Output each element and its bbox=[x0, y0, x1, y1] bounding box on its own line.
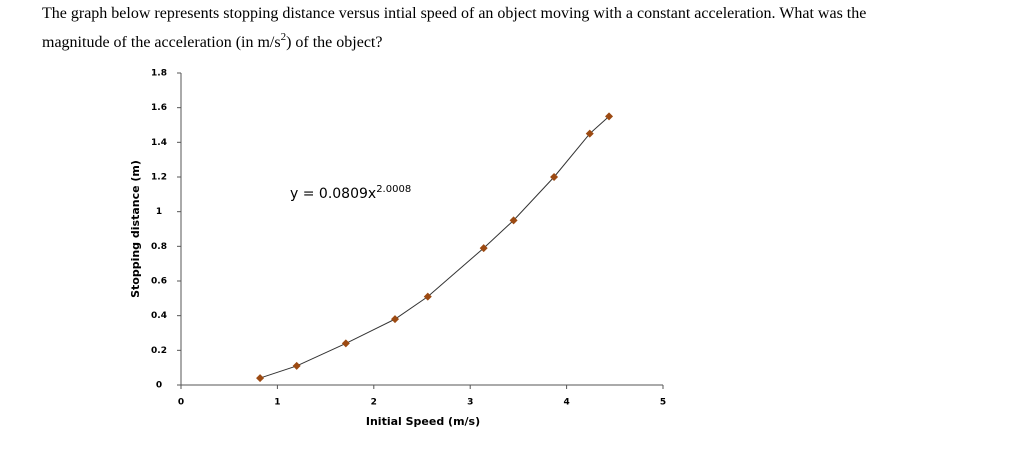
question-text: magnitude of the acceleration (in m/s bbox=[42, 34, 281, 51]
equation-text: y = 0.0809x bbox=[290, 186, 376, 202]
data-point bbox=[391, 315, 400, 324]
y-tick-label: 0.6 bbox=[151, 277, 167, 287]
question-text: ) of the object? bbox=[286, 34, 382, 51]
y-axis-label: Stopping distance (m) bbox=[129, 160, 142, 298]
x-tick-label: 3 bbox=[467, 398, 473, 408]
data-point bbox=[585, 129, 594, 138]
x-tick-label: 5 bbox=[660, 398, 666, 408]
x-tick-label: 2 bbox=[371, 398, 377, 408]
x-tick-label: 4 bbox=[563, 398, 569, 408]
data-point bbox=[479, 244, 488, 253]
question-line-1: The graph below represents stopping dist… bbox=[42, 5, 866, 22]
data-point bbox=[292, 361, 301, 370]
y-tick-label: 0.8 bbox=[151, 242, 167, 252]
x-tick-label: 1 bbox=[274, 398, 280, 408]
data-point bbox=[341, 339, 350, 348]
superscript: 2 bbox=[281, 31, 287, 43]
data-point bbox=[605, 112, 614, 121]
y-tick-label: 1.2 bbox=[151, 173, 167, 183]
equation-exponent: 2.0008 bbox=[376, 184, 411, 195]
y-tick-label: 1 bbox=[156, 207, 162, 217]
x-axis-label: Initial Speed (m/s) bbox=[366, 415, 480, 428]
data-point bbox=[256, 374, 265, 383]
trend-equation: y = 0.0809x2.0008 bbox=[290, 184, 411, 202]
y-tick-label: 1.6 bbox=[151, 103, 167, 113]
x-tick-label: 0 bbox=[178, 398, 184, 408]
y-tick-label: 1.4 bbox=[151, 138, 167, 148]
data-point bbox=[509, 216, 518, 225]
question-line-2: magnitude of the acceleration (in m/s2) … bbox=[42, 31, 382, 51]
data-point bbox=[423, 292, 432, 301]
y-tick-label: 1.8 bbox=[151, 69, 167, 79]
y-tick-label: 0 bbox=[156, 381, 162, 391]
y-tick-label: 0.2 bbox=[151, 346, 167, 356]
trend-line bbox=[259, 115, 610, 379]
y-tick-label: 0.4 bbox=[151, 311, 167, 321]
data-point bbox=[550, 173, 559, 181]
